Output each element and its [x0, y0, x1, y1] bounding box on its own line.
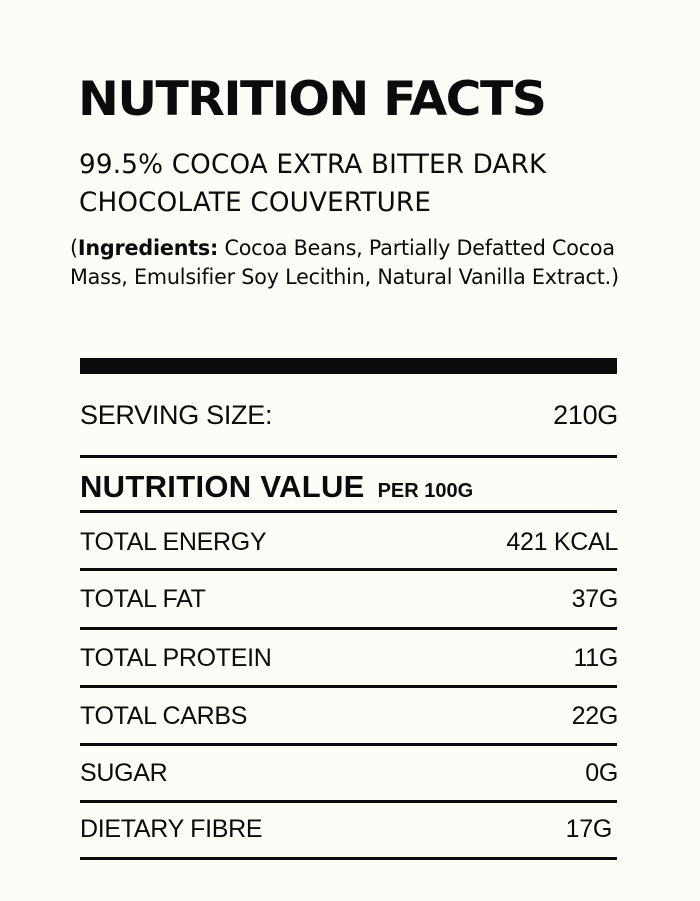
divider	[80, 510, 617, 513]
product-name-line-1: 99.5% COCOA EXTRA BITTER DARK	[79, 149, 547, 180]
ingredients-open-paren: (	[70, 236, 78, 260]
nutrient-label: DIETARY FIBRE	[80, 815, 263, 843]
product-name: 99.5% COCOA EXTRA BITTER DARK CHOCOLATE …	[79, 146, 546, 222]
divider	[80, 568, 617, 571]
divider	[80, 455, 617, 458]
nutrient-row-protein: TOTAL PROTEIN 11G	[80, 643, 618, 673]
nutrient-row-fat: TOTAL FAT 37G	[80, 584, 618, 614]
nutrient-value: 37G	[571, 585, 619, 613]
ingredients-close-paren: )	[611, 265, 619, 289]
nutrient-value: 421 KCAL	[506, 528, 618, 556]
nutrient-value: 17G	[565, 815, 613, 843]
nutrient-row-fibre: DIETARY FIBRE 17G	[80, 814, 612, 844]
nutrient-label: TOTAL PROTEIN	[80, 644, 272, 672]
ingredients-label: Ingredients:	[77, 236, 219, 260]
thick-divider	[80, 358, 617, 374]
nutrition-value-title: NUTRITION VALUE	[80, 469, 365, 504]
nutrient-label: TOTAL ENERGY	[80, 528, 267, 556]
nutrition-value-heading: NUTRITION VALUE PER 100G	[80, 468, 473, 510]
nutrient-label: TOTAL FAT	[80, 585, 206, 613]
ingredients-list: Cocoa Beans, Partially Defatted Cocoa Ma…	[70, 236, 615, 289]
product-name-line-2: CHOCOLATE COUVERTURE	[79, 187, 432, 218]
divider	[80, 800, 617, 803]
ingredients-text: (Ingredients: Cocoa Beans, Partially Def…	[70, 234, 631, 292]
nutrient-row-sugar: SUGAR 0G	[80, 758, 618, 788]
nutrient-label: SUGAR	[80, 759, 168, 787]
nutrient-label: TOTAL CARBS	[80, 702, 248, 730]
serving-size-label: SERVING SIZE:	[80, 400, 273, 430]
nutrient-value: 22G	[571, 702, 619, 730]
serving-size-row: SERVING SIZE: 210G	[80, 400, 618, 430]
serving-size-value: 210G	[553, 400, 618, 430]
nutrition-value-basis: PER 100G	[377, 480, 474, 502]
divider	[80, 627, 617, 630]
nutrient-row-carbs: TOTAL CARBS 22G	[80, 701, 618, 731]
nutrient-value: 0G	[585, 759, 618, 787]
divider	[80, 857, 617, 860]
divider	[80, 743, 617, 746]
nutrient-row-energy: TOTAL ENERGY 421 KCAL	[80, 527, 618, 557]
page-title: NUTRITION FACTS	[78, 72, 547, 127]
nutrient-value: 11G	[573, 644, 619, 672]
divider	[80, 685, 617, 688]
